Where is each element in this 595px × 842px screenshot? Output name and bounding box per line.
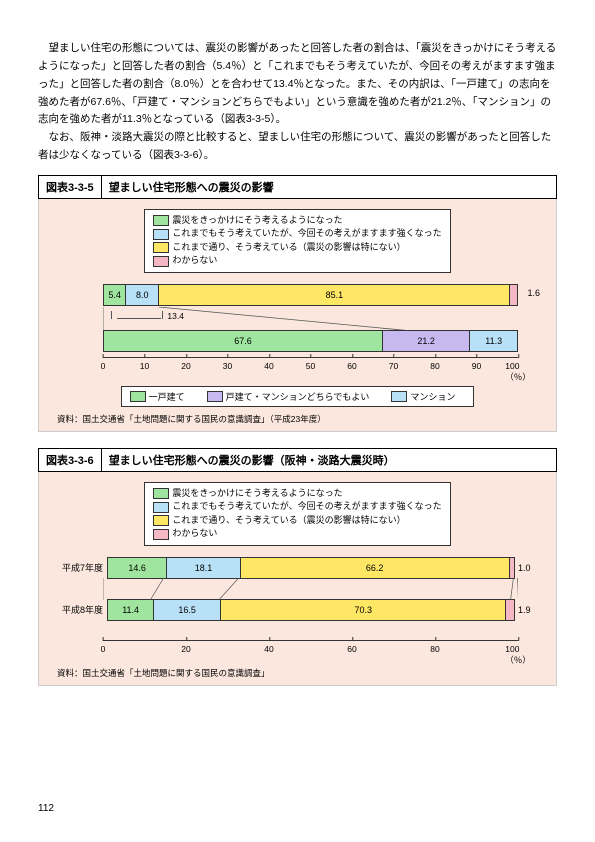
legend-item: これまで通り、そう考えている（震災の影響は特にない） xyxy=(153,514,441,528)
bar-segment: 66.2 xyxy=(241,558,510,578)
legend-item: これまでもそう考えていたが、今回その考えがますます強くなった xyxy=(153,500,441,514)
axis-tick: 20 xyxy=(181,641,190,654)
axis-tick: 0 xyxy=(101,641,106,654)
bar-segment: 11.4 xyxy=(108,600,154,620)
legend-label: わからない xyxy=(172,527,217,541)
chart-335-bar-2: 67.621.211.3 xyxy=(103,330,518,352)
chart-336-source: 資料：国土交通省「土地問題に関する国民の意識調査」 xyxy=(57,667,538,679)
chart-335-fig-no: 図表3-3-5 xyxy=(39,176,102,198)
axis-tick: 20 xyxy=(181,358,190,371)
legend-item: 戸建て・マンションどちらでもよい xyxy=(207,390,370,403)
axis-tick: 50 xyxy=(306,358,315,371)
chart-336-ylabel: 平成7年度 xyxy=(57,561,107,574)
chart-336-ylabel: 平成8年度 xyxy=(57,603,107,616)
legend-item: わからない xyxy=(153,527,441,541)
legend-label: 戸建て・マンションどちらでもよい xyxy=(226,390,370,403)
legend-label: これまでもそう考えていたが、今回その考えがますます強くなった xyxy=(172,227,441,241)
paragraph-1: 望ましい住宅の形態については、震災の影響があったと回答した者の割合は、「震災をき… xyxy=(38,40,557,129)
axis-tick: 60 xyxy=(347,641,356,654)
chart-335-title: 望ましい住宅形態への震災の影響 xyxy=(102,176,281,198)
chart-335-bar-1-row: 5.48.085.1 xyxy=(57,283,538,307)
chart-335-source: 資料：国土交通省「土地問題に関する国民の意識調査」（平成23年度） xyxy=(57,413,538,425)
chart-336-title-bar: 図表3-3-6 望ましい住宅形態への震災の影響（阪神・淡路大震災時） xyxy=(38,448,557,472)
legend-item: 震災をきっかけにそう考えるようになった xyxy=(153,214,441,228)
bar-segment: 18.1 xyxy=(167,558,240,578)
legend-swatch xyxy=(153,515,169,526)
bar-segment: 14.6 xyxy=(108,558,167,578)
chart-335: 震災をきっかけにそう考えるようになったこれまでもそう考えていたが、今回その考えが… xyxy=(38,199,557,432)
chart-335-bar-1: 5.48.085.1 xyxy=(103,284,518,306)
bar-segment: 8.0 xyxy=(126,285,159,305)
chart-336-row: 平成8年度11.416.570.31.9 xyxy=(57,598,538,622)
legend-swatch xyxy=(153,256,169,267)
chart-336-title: 望ましい住宅形態への震災の影響（阪神・淡路大震災時） xyxy=(102,449,402,471)
legend-swatch xyxy=(153,242,169,253)
legend-item: 震災をきっかけにそう考えるようになった xyxy=(153,487,441,501)
legend-swatch xyxy=(153,502,169,513)
chart-336-bar: 11.416.570.3 xyxy=(107,599,515,621)
chart-336-row: 平成7年度14.618.166.21.0 xyxy=(57,556,538,580)
legend-label: これまで通り、そう考えている（震災の影響は特にない） xyxy=(172,514,405,528)
chart-336-outside-label: 1.9 xyxy=(515,605,538,615)
legend-swatch xyxy=(153,488,169,499)
chart-335-bar1-last-label: 1.6 xyxy=(527,288,540,298)
legend-item: これまで通り、そう考えている（震災の影響は特にない） xyxy=(153,241,441,255)
legend-swatch xyxy=(207,391,223,402)
chart-335-legend: 震災をきっかけにそう考えるようになったこれまでもそう考えていたが、今回その考えが… xyxy=(144,209,450,273)
page-number: 112 xyxy=(38,803,54,814)
bar-segment: 21.2 xyxy=(383,331,470,351)
chart-335-bracket: 13.4 xyxy=(117,311,538,321)
axis-tick: 0 xyxy=(101,358,106,371)
axis-tick: 100（％） xyxy=(505,641,531,666)
legend-item: わからない xyxy=(153,254,441,268)
axis-tick: 90 xyxy=(472,358,481,371)
bar-segment: 70.3 xyxy=(221,600,506,620)
legend-label: 震災をきっかけにそう考えるようになった xyxy=(172,214,342,228)
legend-label: 一戸建て xyxy=(149,390,185,403)
chart-336-fig-no: 図表3-3-6 xyxy=(39,449,102,471)
legend-label: これまでもそう考えていたが、今回その考えがますます強くなった xyxy=(172,500,441,514)
legend-item: マンション xyxy=(391,390,455,403)
bar-segment xyxy=(510,558,514,578)
axis-tick: 40 xyxy=(264,358,273,371)
legend-label: 震災をきっかけにそう考えるようになった xyxy=(172,487,342,501)
chart-335-title-bar: 図表3-3-5 望ましい住宅形態への震災の影響 xyxy=(38,175,557,199)
axis-tick: 10 xyxy=(140,358,149,371)
axis-tick: 80 xyxy=(430,358,439,371)
chart-336-connectors xyxy=(103,578,518,600)
chart-335-legend2: 一戸建て 戸建て・マンションどちらでもよい マンション xyxy=(121,386,475,407)
bar-segment: 11.3 xyxy=(470,331,517,351)
bar-segment xyxy=(506,600,514,620)
legend-label: わからない xyxy=(172,254,217,268)
chart-336-legend: 震災をきっかけにそう考えるようになったこれまでもそう考えていたが、今回その考えが… xyxy=(144,482,450,546)
axis-tick: 70 xyxy=(389,358,398,371)
legend-item: 一戸建て xyxy=(130,390,185,403)
chart-336-axis: 020406080100（％） xyxy=(103,640,518,657)
chart-336-outside-label: 1.0 xyxy=(515,563,538,573)
axis-tick: 60 xyxy=(347,358,356,371)
legend-swatch xyxy=(153,229,169,240)
bar-segment: 67.6 xyxy=(104,331,383,351)
legend-item: これまでもそう考えていたが、今回その考えがますます強くなった xyxy=(153,227,441,241)
axis-tick: 40 xyxy=(264,641,273,654)
legend-swatch xyxy=(391,391,407,402)
axis-tick: 80 xyxy=(430,641,439,654)
axis-tick: 30 xyxy=(223,358,232,371)
legend-swatch xyxy=(130,391,146,402)
legend-swatch xyxy=(153,215,169,226)
bar-segment: 85.1 xyxy=(159,285,510,305)
legend-label: マンション xyxy=(410,390,455,403)
legend-label: これまで通り、そう考えている（震災の影響は特にない） xyxy=(172,241,405,255)
chart-336: 震災をきっかけにそう考えるようになったこれまでもそう考えていたが、今回その考えが… xyxy=(38,472,557,686)
axis-tick: 100（％） xyxy=(505,358,531,383)
bar-segment xyxy=(510,285,517,305)
chart-335-bar-2-row: 67.621.211.3 xyxy=(57,329,538,353)
legend-swatch xyxy=(153,529,169,540)
paragraph-2: なお、阪神・淡路大震災の際と比較すると、望ましい住宅の形態について、震災の影響が… xyxy=(38,129,557,165)
bar-segment: 16.5 xyxy=(154,600,221,620)
chart-336-bar: 14.618.166.2 xyxy=(107,557,515,579)
bar-segment: 5.4 xyxy=(104,285,126,305)
chart-335-axis: 0102030405060708090100（％） xyxy=(103,357,518,374)
